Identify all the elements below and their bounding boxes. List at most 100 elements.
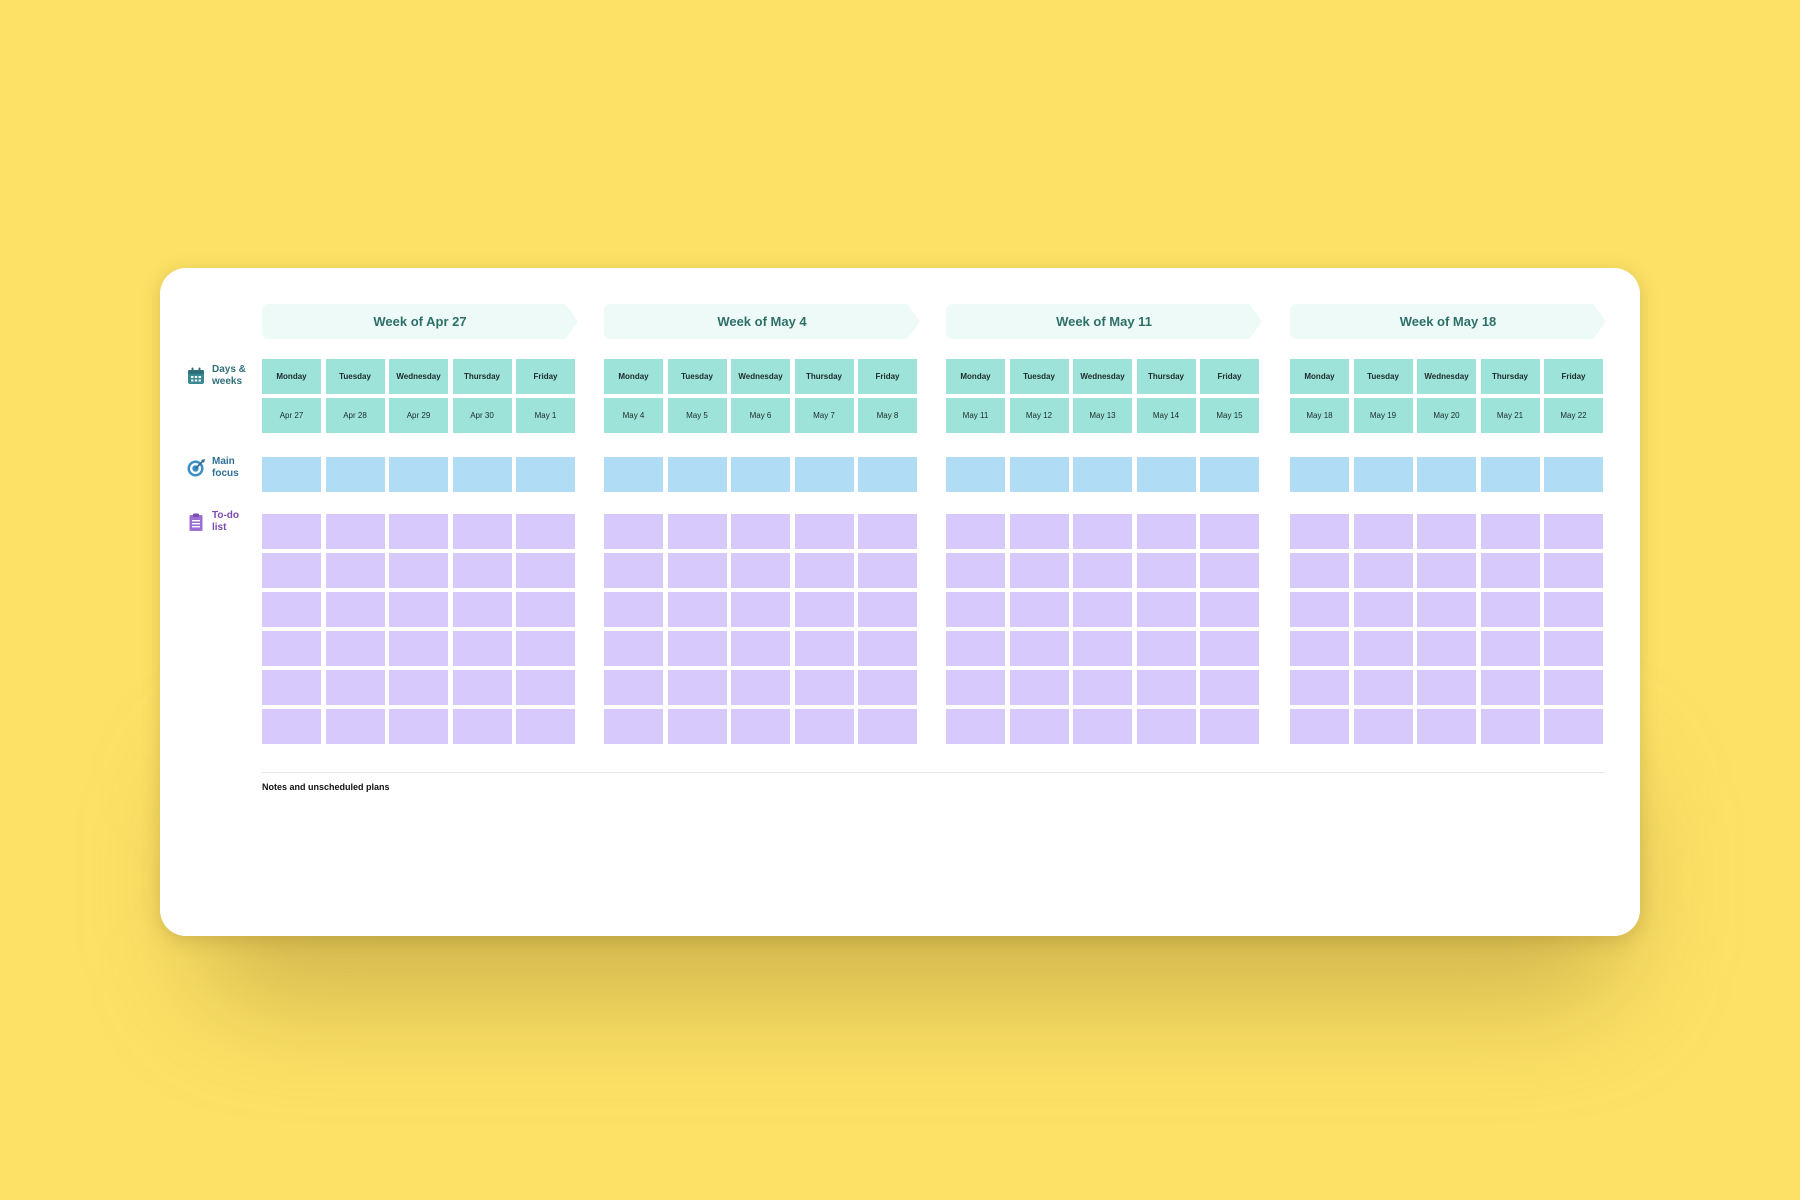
todo-cell[interactable]: [1009, 592, 1069, 627]
todo-cell[interactable]: [731, 514, 790, 549]
todo-cell[interactable]: [452, 592, 512, 627]
todo-cell[interactable]: [1480, 709, 1540, 744]
todo-cell[interactable]: [858, 553, 917, 588]
todo-cell[interactable]: [1200, 670, 1259, 705]
todo-cell[interactable]: [1073, 553, 1132, 588]
main-focus-cell[interactable]: [1073, 457, 1132, 492]
todo-cell[interactable]: [1200, 553, 1259, 588]
todo-cell[interactable]: [1136, 553, 1196, 588]
todo-cell[interactable]: [1353, 553, 1413, 588]
todo-cell[interactable]: [1073, 592, 1132, 627]
todo-cell[interactable]: [1544, 592, 1603, 627]
todo-cell[interactable]: [667, 670, 727, 705]
todo-cell[interactable]: [389, 670, 448, 705]
todo-cell[interactable]: [1290, 592, 1349, 627]
main-focus-cell[interactable]: [667, 457, 727, 492]
todo-cell[interactable]: [325, 553, 385, 588]
todo-cell[interactable]: [1290, 670, 1349, 705]
main-focus-cell[interactable]: [389, 457, 448, 492]
todo-cell[interactable]: [262, 670, 321, 705]
todo-cell[interactable]: [858, 514, 917, 549]
todo-cell[interactable]: [604, 670, 663, 705]
todo-cell[interactable]: [1073, 631, 1132, 666]
todo-cell[interactable]: [1353, 514, 1413, 549]
todo-cell[interactable]: [516, 592, 575, 627]
todo-cell[interactable]: [1480, 514, 1540, 549]
todo-cell[interactable]: [1073, 709, 1132, 744]
todo-cell[interactable]: [452, 631, 512, 666]
main-focus-cell[interactable]: [794, 457, 854, 492]
main-focus-cell[interactable]: [325, 457, 385, 492]
main-focus-cell[interactable]: [1200, 457, 1259, 492]
todo-cell[interactable]: [1544, 553, 1603, 588]
todo-cell[interactable]: [1544, 670, 1603, 705]
todo-cell[interactable]: [1417, 553, 1476, 588]
todo-cell[interactable]: [1009, 514, 1069, 549]
main-focus-cell[interactable]: [731, 457, 790, 492]
todo-cell[interactable]: [794, 709, 854, 744]
main-focus-cell[interactable]: [858, 457, 917, 492]
todo-cell[interactable]: [516, 709, 575, 744]
todo-cell[interactable]: [1480, 553, 1540, 588]
todo-cell[interactable]: [946, 631, 1005, 666]
main-focus-cell[interactable]: [1544, 457, 1603, 492]
todo-cell[interactable]: [1136, 514, 1196, 549]
todo-cell[interactable]: [389, 553, 448, 588]
todo-cell[interactable]: [794, 514, 854, 549]
todo-cell[interactable]: [731, 553, 790, 588]
todo-cell[interactable]: [731, 709, 790, 744]
todo-cell[interactable]: [1136, 709, 1196, 744]
main-focus-cell[interactable]: [1009, 457, 1069, 492]
todo-cell[interactable]: [1136, 670, 1196, 705]
todo-cell[interactable]: [516, 631, 575, 666]
todo-cell[interactable]: [325, 514, 385, 549]
todo-cell[interactable]: [604, 553, 663, 588]
todo-cell[interactable]: [325, 670, 385, 705]
todo-cell[interactable]: [1544, 709, 1603, 744]
todo-cell[interactable]: [1290, 709, 1349, 744]
todo-cell[interactable]: [389, 592, 448, 627]
todo-cell[interactable]: [858, 670, 917, 705]
todo-cell[interactable]: [262, 514, 321, 549]
todo-cell[interactable]: [389, 514, 448, 549]
todo-cell[interactable]: [946, 670, 1005, 705]
todo-cell[interactable]: [1544, 631, 1603, 666]
todo-cell[interactable]: [1417, 514, 1476, 549]
todo-cell[interactable]: [858, 631, 917, 666]
todo-cell[interactable]: [1009, 709, 1069, 744]
todo-cell[interactable]: [1480, 592, 1540, 627]
todo-cell[interactable]: [1073, 670, 1132, 705]
todo-cell[interactable]: [946, 592, 1005, 627]
main-focus-cell[interactable]: [1480, 457, 1540, 492]
todo-cell[interactable]: [667, 592, 727, 627]
todo-cell[interactable]: [1480, 631, 1540, 666]
todo-cell[interactable]: [325, 709, 385, 744]
todo-cell[interactable]: [794, 592, 854, 627]
todo-cell[interactable]: [1009, 553, 1069, 588]
todo-cell[interactable]: [389, 709, 448, 744]
todo-cell[interactable]: [1417, 631, 1476, 666]
todo-cell[interactable]: [1136, 631, 1196, 666]
todo-cell[interactable]: [516, 670, 575, 705]
todo-cell[interactable]: [667, 514, 727, 549]
todo-cell[interactable]: [604, 592, 663, 627]
todo-cell[interactable]: [731, 631, 790, 666]
todo-cell[interactable]: [389, 631, 448, 666]
main-focus-cell[interactable]: [1290, 457, 1349, 492]
todo-cell[interactable]: [262, 553, 321, 588]
todo-cell[interactable]: [794, 553, 854, 588]
todo-cell[interactable]: [452, 514, 512, 549]
todo-cell[interactable]: [1417, 670, 1476, 705]
todo-cell[interactable]: [604, 514, 663, 549]
main-focus-cell[interactable]: [1136, 457, 1196, 492]
todo-cell[interactable]: [1417, 592, 1476, 627]
main-focus-cell[interactable]: [946, 457, 1005, 492]
main-focus-cell[interactable]: [1417, 457, 1476, 492]
todo-cell[interactable]: [1544, 514, 1603, 549]
todo-cell[interactable]: [946, 514, 1005, 549]
todo-cell[interactable]: [946, 553, 1005, 588]
todo-cell[interactable]: [452, 709, 512, 744]
todo-cell[interactable]: [794, 631, 854, 666]
todo-cell[interactable]: [667, 709, 727, 744]
todo-cell[interactable]: [1290, 631, 1349, 666]
